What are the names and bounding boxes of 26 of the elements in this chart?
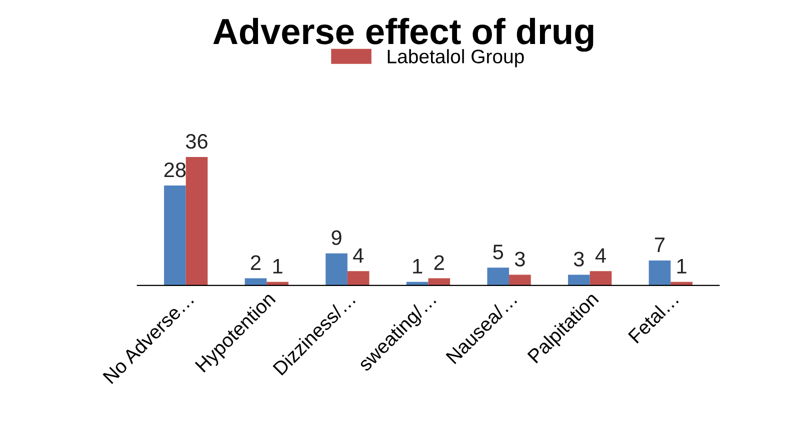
data-label: 4: [595, 248, 606, 263]
data-label: 7: [655, 238, 664, 252]
data-label: 1: [677, 259, 686, 274]
bar: [590, 271, 612, 286]
data-label: 2: [250, 255, 260, 270]
data-label: 28: [164, 162, 186, 178]
legend-label: Labetalol Group: [388, 49, 524, 68]
data-label: 3: [574, 252, 584, 266]
bar: [568, 274, 590, 286]
bar: [347, 271, 370, 286]
data-label: 4: [353, 248, 364, 263]
bar: [326, 253, 348, 286]
data-label: 9: [332, 230, 342, 246]
bar: [244, 278, 267, 286]
bar: [428, 278, 450, 286]
data-label: 2: [434, 255, 444, 270]
data-label: 36: [186, 134, 208, 149]
data-label: 1: [273, 259, 282, 274]
data-label: 1: [413, 259, 422, 274]
bar: [164, 186, 186, 286]
bar: [186, 156, 208, 286]
bar: [648, 260, 671, 286]
data-label: 5: [493, 244, 504, 260]
bar: [509, 274, 531, 286]
data-label: 3: [514, 252, 525, 266]
bar: [487, 268, 510, 286]
